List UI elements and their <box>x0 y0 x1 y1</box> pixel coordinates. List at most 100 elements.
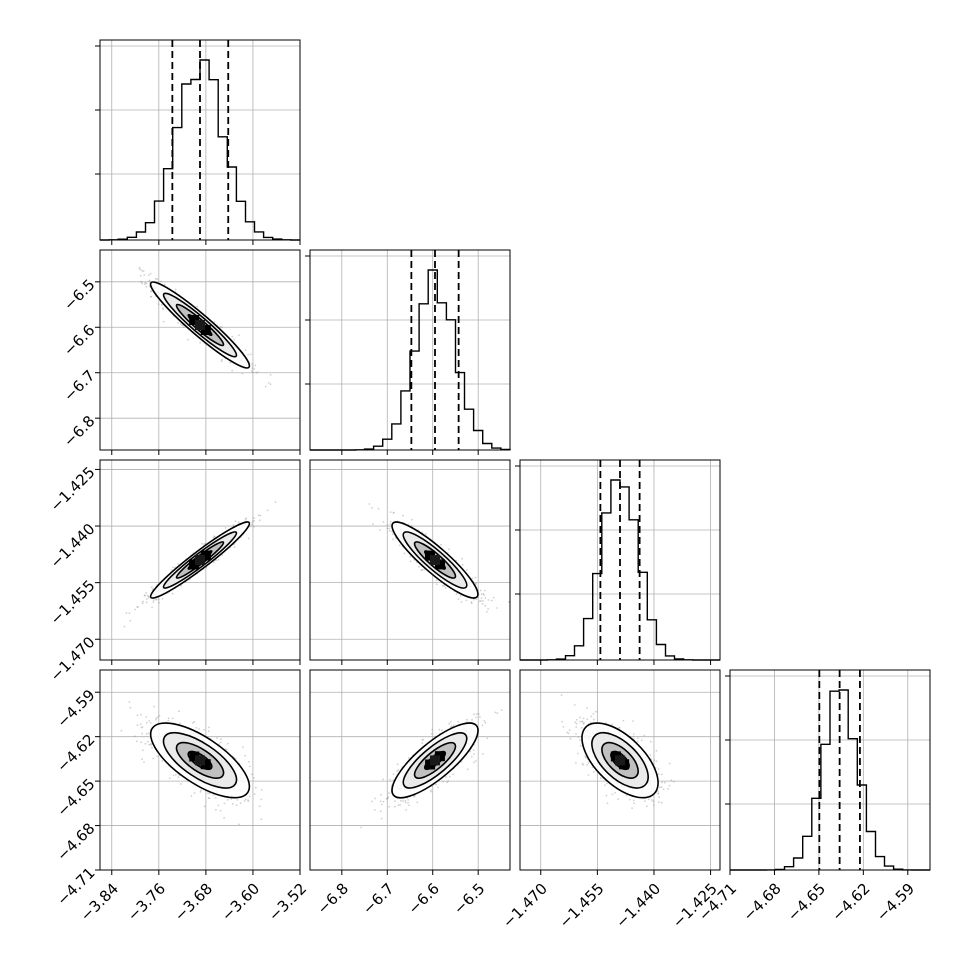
scatter-point <box>460 601 463 603</box>
scatter-point <box>466 768 469 771</box>
scatter-point <box>238 823 240 826</box>
scatter-point <box>437 786 439 789</box>
diag-panel-2 <box>515 459 721 665</box>
scatter-point <box>139 274 142 277</box>
scatter-point <box>104 243 106 245</box>
scatter-point <box>457 598 460 600</box>
scatter-point <box>140 713 142 716</box>
scatter-point <box>151 606 154 609</box>
scatter-point <box>253 517 256 520</box>
scatter-point <box>215 559 218 561</box>
scatter-point <box>404 801 407 804</box>
scatter-point <box>208 797 211 800</box>
scatter-point <box>360 826 363 829</box>
scatter-point <box>154 277 157 280</box>
scatter-point <box>388 529 391 532</box>
density-peak <box>195 320 205 330</box>
scatter-point <box>500 709 503 712</box>
scatter-point <box>221 326 223 329</box>
scatter-point <box>150 586 153 589</box>
scatter-point <box>562 726 565 728</box>
scatter-point <box>583 722 585 724</box>
scatter-point <box>392 512 395 514</box>
scatter-point <box>450 725 453 728</box>
scatter-point <box>479 600 482 602</box>
density-peak <box>430 755 440 766</box>
scatter-point <box>155 598 157 600</box>
scatter-point <box>438 728 441 731</box>
scatter-point <box>244 518 247 521</box>
scatter-point <box>162 307 164 310</box>
scatter-point <box>142 600 144 603</box>
scatter-point <box>221 554 223 557</box>
scatter-point <box>632 733 635 735</box>
scatter-point <box>484 604 487 607</box>
panel-frame <box>99 249 301 451</box>
scatter-point <box>213 535 216 537</box>
scatter-point <box>235 804 238 807</box>
scatter-point <box>473 761 475 764</box>
scatter-point <box>579 720 582 723</box>
scatter-point <box>400 799 402 802</box>
panel-1-0 <box>95 243 301 455</box>
scatter-point <box>368 503 371 505</box>
scatter-point <box>192 722 194 724</box>
scatter-point <box>141 602 144 605</box>
scatter-point <box>478 600 481 603</box>
scatter-point <box>257 514 260 517</box>
scatter-point <box>214 797 217 799</box>
scatter-point <box>237 521 240 524</box>
scatter-point <box>585 756 587 759</box>
scatter-point <box>203 805 206 808</box>
scatter-point <box>657 768 660 770</box>
scatter-point <box>145 733 148 735</box>
scatter-point <box>230 798 233 800</box>
scatter-point <box>611 793 614 796</box>
scatter-point <box>396 770 399 772</box>
scatter-point <box>249 353 252 356</box>
scatter-point <box>637 737 639 739</box>
scatter-point <box>187 338 190 341</box>
panel-content <box>310 460 510 660</box>
scatter-point <box>430 790 432 793</box>
scatter-point <box>233 546 236 548</box>
scatter-point <box>440 543 442 546</box>
scatter-point <box>430 789 432 792</box>
scatter-point <box>379 529 381 531</box>
scatter-point <box>472 749 475 751</box>
density-peak <box>189 559 200 570</box>
scatter-point <box>148 285 151 287</box>
scatter-point <box>407 802 409 804</box>
panel-3-1 <box>309 669 511 875</box>
scatter-point <box>486 611 488 613</box>
scatter-point <box>233 338 236 341</box>
scatter-point <box>269 374 272 376</box>
scatter-point <box>481 752 484 755</box>
scatter-point <box>148 280 151 283</box>
scatter-point <box>452 724 455 726</box>
scatter-point <box>195 727 198 729</box>
scatter-point <box>190 795 193 797</box>
scatter-point <box>260 818 263 821</box>
scatter-point <box>143 594 146 597</box>
scatter-point <box>136 714 139 717</box>
scatter-point <box>486 737 489 740</box>
panel-content <box>100 243 300 450</box>
scatter-point <box>655 760 658 763</box>
scatter-point <box>140 741 143 744</box>
scatter-point <box>244 798 247 801</box>
panel-frame <box>309 459 511 661</box>
scatter-point <box>391 530 393 533</box>
scatter-point <box>603 784 606 787</box>
scatter-point <box>150 295 152 298</box>
scatter-point <box>450 721 452 723</box>
scatter-point <box>496 607 498 609</box>
scatter-point <box>388 805 390 808</box>
scatter-point <box>466 718 468 721</box>
scatter-point <box>225 748 228 751</box>
density-peak <box>189 315 200 325</box>
scatter-point <box>212 536 215 539</box>
scatter-point <box>471 718 473 721</box>
scatter-point <box>152 599 155 601</box>
scatter-point <box>385 797 388 800</box>
